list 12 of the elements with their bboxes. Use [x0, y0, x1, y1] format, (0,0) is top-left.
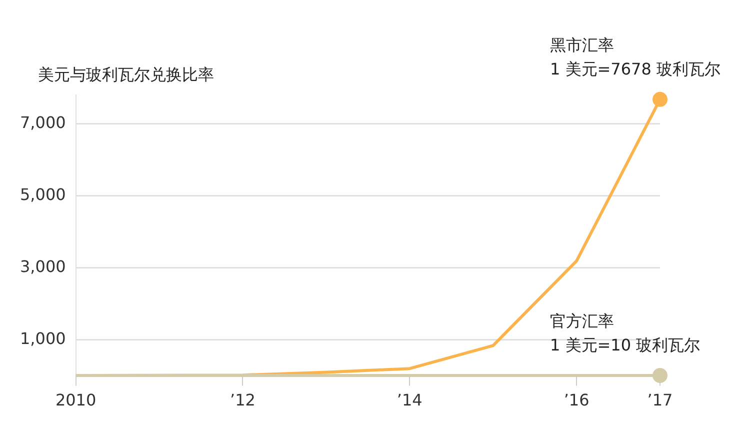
y-tick-label: 7,000 — [20, 112, 66, 132]
annotation: 官方汇率 1 美元=10 玻利瓦尔 — [550, 311, 700, 354]
y-tick-label: 1,000 — [20, 328, 66, 348]
annotation: 黑市汇率 1 美元=7678 玻利瓦尔 — [550, 35, 720, 78]
x-tick-label: 2010 — [55, 390, 96, 410]
x-tick-label: ’16 — [564, 390, 590, 410]
x-tick-label: ’12 — [230, 390, 256, 410]
y-axis-title: 美元与玻利瓦尔兑换比率 — [38, 65, 214, 84]
y-tick-label: 5,000 — [20, 184, 66, 204]
x-tick-label: ’14 — [396, 390, 422, 410]
y-tick-label: 3,000 — [20, 256, 66, 276]
x-tick-label: ’17 — [647, 390, 673, 410]
